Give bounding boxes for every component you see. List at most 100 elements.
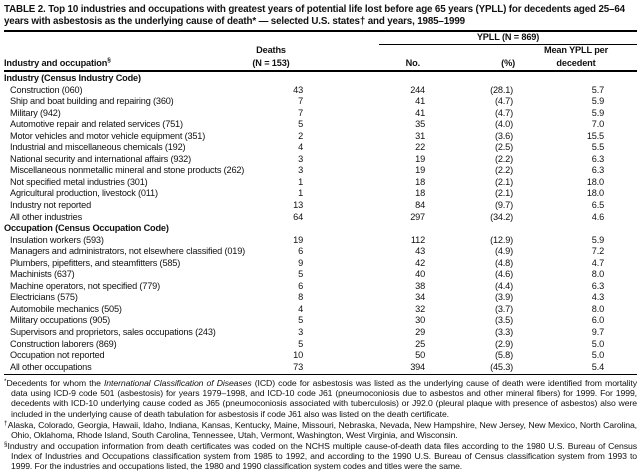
row-label: Automotive repair and related services (… xyxy=(10,119,183,130)
cell-mean-ypll: 6.5 xyxy=(591,200,604,211)
cell-mean-ypll: 9.7 xyxy=(591,327,604,338)
cell-ypll-no: 38 xyxy=(415,280,425,291)
cell-ypll-pct: (4.4) xyxy=(495,280,513,291)
row-label: Ship and boat building and repairing (36… xyxy=(10,96,174,107)
row-label: Electricians (575) xyxy=(10,292,78,303)
cell-ypll-pct: (28.1) xyxy=(490,84,513,95)
footnotes: *Decedents for whom the International Cl… xyxy=(4,374,637,471)
cell-ypll-pct: (3.3) xyxy=(495,327,513,338)
col-header-no: No. xyxy=(405,58,421,68)
cell-deaths: 4 xyxy=(298,142,303,153)
footnote-marker: § xyxy=(4,440,8,448)
table-title: TABLE 2. Top 10 industries and occupatio… xyxy=(4,0,637,32)
footnote: §Industry and occupation information fro… xyxy=(4,440,637,471)
cell-deaths: 7 xyxy=(298,96,303,107)
cell-ypll-no: 35 xyxy=(415,119,425,130)
footnote-text: Alaska, Colorado, Georgia, Hawaii, Idaho… xyxy=(7,419,637,440)
col-header-industry-occupation: Industry and occupation§ xyxy=(4,54,238,70)
cell-ypll-no: 29 xyxy=(415,327,425,338)
table-row: Motor vehicles and motor vehicle equipme… xyxy=(4,131,637,143)
cell-mean-ypll: 4.6 xyxy=(591,211,604,222)
cell-ypll-pct: (3.5) xyxy=(495,315,513,326)
footnote-text: Industry and occupation information from… xyxy=(7,440,638,471)
cell-deaths: 3 xyxy=(298,153,303,164)
cell-mean-ypll: 18.0 xyxy=(586,176,604,187)
cell-ypll-no: 297 xyxy=(410,211,425,222)
cell-ypll-pct: (4.7) xyxy=(495,107,513,118)
cell-mean-ypll: 5.9 xyxy=(591,107,604,118)
table-row: Not specified metal industries (301) 1 18 (… xyxy=(4,177,637,189)
cell-mean-ypll: 5.9 xyxy=(591,234,604,245)
cell-mean-ypll: 5.4 xyxy=(591,361,604,372)
col-header-mean-line2: decedent xyxy=(556,58,596,68)
cell-ypll-no: 32 xyxy=(415,303,425,314)
cell-ypll-no: 34 xyxy=(415,292,425,303)
table-row: National security and international affa… xyxy=(4,154,637,166)
table-row: Industry not reported 13 84 (9.7) 6.5 xyxy=(4,200,637,212)
row-label: Miscellaneous nonmetallic mineral and st… xyxy=(10,165,245,176)
cell-ypll-pct: (2.9) xyxy=(495,338,513,349)
row-label: All other occupations xyxy=(10,361,92,372)
cell-deaths: 43 xyxy=(293,84,303,95)
footnote-text: Decedents for whom the xyxy=(6,378,104,389)
footnote-text-italic: International Classification of Diseases xyxy=(103,378,252,389)
cell-ypll-pct: (4.6) xyxy=(495,269,513,280)
cell-ypll-no: 30 xyxy=(415,315,425,326)
cell-ypll-pct: (4.8) xyxy=(495,257,513,268)
table-row: Machinists (637) 5 40 (4.6) 8.0 xyxy=(4,269,637,281)
cell-mean-ypll: 5.0 xyxy=(591,338,604,349)
cell-mean-ypll: 6.3 xyxy=(591,280,604,291)
cell-mean-ypll: 7.2 xyxy=(591,246,604,257)
cell-ypll-no: 18 xyxy=(415,188,425,199)
cell-ypll-no: 244 xyxy=(410,84,425,95)
col-header-deaths: Deaths xyxy=(256,45,286,55)
cell-ypll-no: 40 xyxy=(415,269,425,280)
section-mark: § xyxy=(107,57,111,64)
cell-ypll-pct: (2.2) xyxy=(495,165,513,176)
cell-deaths: 5 xyxy=(298,269,303,280)
table-row: Machine operators, not specified (779) 6 3… xyxy=(4,281,637,293)
table-row: Electricians (575) 8 34 (3.9) 4.3 xyxy=(4,292,637,304)
cell-ypll-pct: (12.9) xyxy=(490,234,513,245)
section-header: Occupation (Census Occupation Code) xyxy=(4,223,169,234)
footnote-marker: † xyxy=(4,419,8,427)
cell-ypll-no: 25 xyxy=(415,338,425,349)
cell-ypll-pct: (3.6) xyxy=(495,130,513,141)
cell-ypll-pct: (4.0) xyxy=(495,119,513,130)
cell-mean-ypll: 6.3 xyxy=(591,153,604,164)
col-header-deaths-n: (N = 153) xyxy=(252,58,290,68)
cell-deaths: 6 xyxy=(298,280,303,291)
cell-mean-ypll: 5.0 xyxy=(591,350,604,361)
row-label: Insulation workers (593) xyxy=(10,234,104,245)
row-label: Military occupations (905) xyxy=(10,315,110,326)
row-label: Not specified metal industries (301) xyxy=(10,176,148,187)
row-label: Industry not reported xyxy=(10,200,91,211)
cell-deaths: 9 xyxy=(298,257,303,268)
cell-deaths: 8 xyxy=(298,292,303,303)
table-row: Insulation workers (593) 19 112 (12.9) 5.9 xyxy=(4,235,637,247)
table-row: Miscellaneous nonmetallic mineral and st… xyxy=(4,165,637,177)
cell-ypll-pct: (4.9) xyxy=(495,246,513,257)
table-row: Occupation not reported 10 50 (5.8) 5.0 xyxy=(4,350,637,362)
cell-ypll-no: 43 xyxy=(415,246,425,257)
cell-deaths: 64 xyxy=(293,211,303,222)
cell-ypll-pct: (45.3) xyxy=(490,361,513,372)
row-label: Occupation not reported xyxy=(10,350,105,361)
row-label: National security and international affa… xyxy=(10,153,191,164)
row-label: Automobile mechanics (505) xyxy=(10,303,122,314)
row-label: Motor vehicles and motor vehicle equipme… xyxy=(10,130,206,141)
cell-mean-ypll: 5.7 xyxy=(591,84,604,95)
cell-deaths: 1 xyxy=(298,176,303,187)
cell-deaths: 5 xyxy=(298,338,303,349)
row-label: Construction laborers (869) xyxy=(10,338,117,349)
footnote-marker: * xyxy=(4,378,7,386)
cell-ypll-pct: (2.1) xyxy=(495,176,513,187)
cell-deaths: 6 xyxy=(298,246,303,257)
col-header-mean-line1: Mean YPLL per xyxy=(543,45,609,55)
cell-mean-ypll: 4.7 xyxy=(591,257,604,268)
cell-deaths: 19 xyxy=(293,234,303,245)
row-label: Machinists (637) xyxy=(10,269,75,280)
cell-mean-ypll: 6.3 xyxy=(591,165,604,176)
row-label: All other industries xyxy=(10,211,82,222)
cell-deaths: 10 xyxy=(293,350,303,361)
